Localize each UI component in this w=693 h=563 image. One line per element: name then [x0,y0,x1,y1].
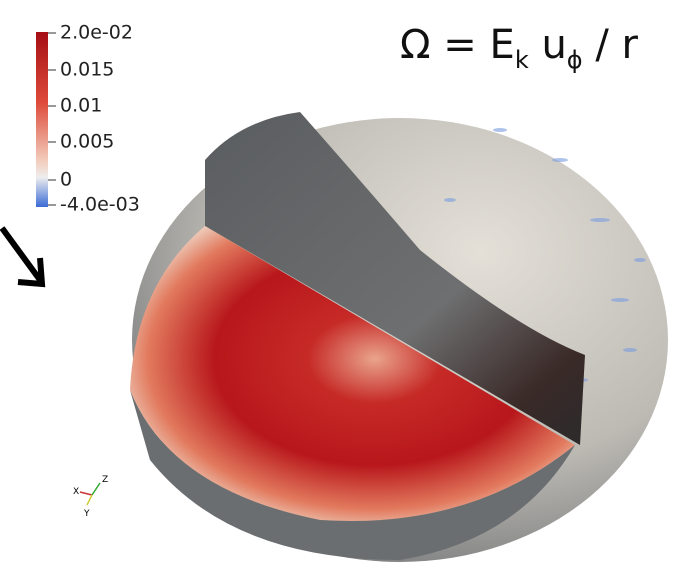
colorbar-ticks: 2.0e-02 0.015 0.01 0.005 0 -4.0e-03 [48,22,140,216]
colorbar [36,32,48,207]
axis-x-label: X [73,487,79,497]
colorbar-tick-label: 0.015 [60,59,114,81]
axes-triad: X Z Y [73,475,108,519]
formula: Ω = Ek uϕ / r [400,22,639,74]
colorbar-tick-label: 0 [60,169,72,191]
page: 2.0e-02 0.015 0.01 0.005 0 -4.0e-03 Ω = Ek uϕ… [0,0,693,563]
axis-z-label: Z [102,475,108,485]
axis-y-label: Y [83,509,90,519]
colorbar-tick-label: 0.01 [60,95,102,117]
arrow [2,228,42,284]
colorbar-tick-label: 0.005 [60,131,114,153]
colorbar-tick-label: 2.0e-02 [60,22,133,44]
figure: 2.0e-02 0.015 0.01 0.005 0 -4.0e-03 Ω = Ek uϕ… [0,0,693,563]
colorbar-tick-label: -4.0e-03 [60,194,140,216]
sphere [130,112,668,562]
